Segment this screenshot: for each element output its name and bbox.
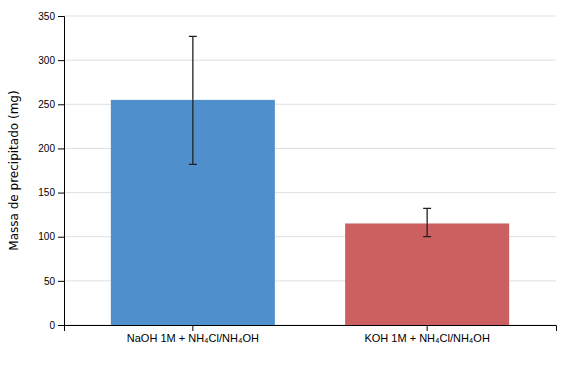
y-tick: 50: [44, 276, 64, 287]
x-tick: NaOH 1M + NH₄Cl/NH₄OH: [127, 325, 259, 344]
y-tick-mark: [58, 148, 64, 149]
chart: 0 50 100 150 200 250 300 350 NaOH 1M + NH₄Cl/NH₄…: [0, 0, 576, 365]
y-tick-mark: [58, 281, 64, 282]
x-tick-mark: [427, 325, 428, 331]
marks: [111, 36, 509, 325]
y-axis-line: [58, 17, 65, 326]
chart-container: 0 50 100 150 200 250 300 350 NaOH 1M + NH₄Cl/NH₄…: [0, 0, 576, 365]
y-tick: 350: [38, 11, 64, 22]
y-tick: 150: [38, 187, 64, 198]
error-bar-upper: [423, 208, 431, 223]
y-tick-label: 350: [38, 11, 55, 22]
x-tick-label: KOH 1M + NH₄Cl/NH₄OH: [364, 332, 489, 344]
y-axis: 0 50 100 150 200 250 300 350: [38, 11, 64, 331]
y-tick-label: 100: [38, 231, 55, 242]
y-tick-label: 50: [44, 276, 56, 287]
bar: [345, 223, 509, 325]
y-tick-mark: [58, 60, 64, 61]
y-tick-mark: [58, 325, 64, 326]
x-axis-line: [65, 326, 557, 332]
error-bar-lower: [423, 223, 431, 236]
y-tick-label: 250: [38, 99, 55, 110]
y-tick: 250: [38, 99, 64, 110]
grid-line: [64, 16, 556, 17]
y-tick: 200: [38, 143, 64, 154]
y-tick: 100: [38, 231, 64, 242]
y-tick-mark: [58, 16, 64, 17]
x-axis: NaOH 1M + NH₄Cl/NH₄OH KOH 1M + NH₄Cl/NH₄O…: [65, 325, 557, 344]
y-tick-label: 300: [38, 55, 55, 66]
grid-line: [64, 60, 556, 61]
grid: [64, 16, 556, 325]
bar: [111, 100, 275, 325]
y-axis-title: Massa de precipitado (mg): [7, 90, 21, 250]
x-tick-mark: [192, 325, 193, 331]
plot-area: 0 50 100 150 200 250 300 350 NaOH 1M + NH₄Cl/NH₄…: [38, 11, 556, 344]
error-bars: [189, 36, 431, 236]
y-tick-mark: [58, 237, 64, 238]
y-tick-label: 0: [49, 320, 55, 331]
y-tick-mark: [58, 104, 64, 105]
y-tick-mark: [58, 193, 64, 194]
x-tick: KOH 1M + NH₄Cl/NH₄OH: [364, 325, 489, 344]
y-tick: 300: [38, 55, 64, 66]
x-tick-label: NaOH 1M + NH₄Cl/NH₄OH: [127, 332, 259, 344]
error-bar-upper: [189, 36, 197, 100]
y-tick: 0: [49, 320, 64, 331]
y-tick-label: 150: [38, 187, 55, 198]
error-bar-lower: [189, 100, 197, 164]
y-tick-label: 200: [38, 143, 55, 154]
